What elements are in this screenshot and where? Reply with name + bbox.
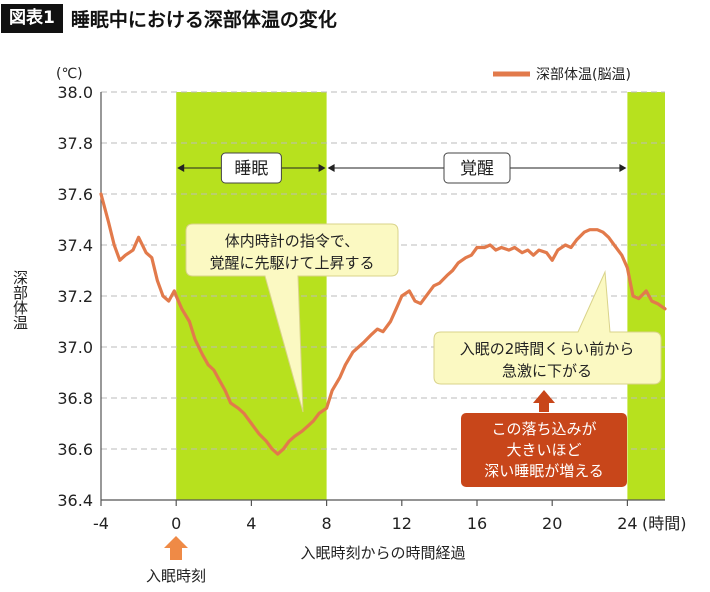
x-unit-label: (時間) [642, 514, 687, 533]
depth-note: この落ち込みが 大きいほど 深い睡眠が増える [461, 390, 627, 487]
y-tick-37.0: 37.0 [57, 338, 93, 357]
span-arrow-left-0 [177, 164, 185, 172]
y-tick-36.8: 36.8 [57, 389, 93, 408]
plot-layer [99, 192, 667, 456]
callout-drop: 入眠の2時間くらい前から 急激に下がる [433, 270, 662, 385]
callout-rise-bubble [185, 223, 399, 413]
callout-drop-bubble [433, 270, 662, 385]
y-tick-36.6: 36.6 [57, 440, 93, 459]
legend: 深部体温(脳温) [493, 67, 631, 83]
onset-label: 入眠時刻 [146, 567, 206, 585]
x-tick-12: 12 [392, 514, 412, 533]
y-tick-38.0: 38.0 [57, 83, 93, 102]
y-axis-title: 深部体温 [11, 270, 29, 330]
x-tick-20: 20 [542, 514, 562, 533]
note-up-arrow [533, 390, 555, 412]
span-label-0: 睡眠 [234, 159, 268, 179]
callout-drop-line1: 入眠の2時間くらい前から [460, 340, 635, 358]
x-tick-24: 24 [617, 514, 637, 533]
note-line3: 深い睡眠が増える [484, 462, 604, 480]
callout-rise: 体内時計の指令で、 覚醒に先駆けて上昇する [185, 223, 399, 413]
span-arrow-left-1 [327, 164, 335, 172]
axes-layer: 36.4 36.6 36.8 37.0 37.2 37.4 37.6 37.8 38.0 -4 0 4… [57, 83, 665, 533]
callout-rise-line2: 覚醒に先駆けて上昇する [209, 254, 374, 272]
span-arrow-right-1 [619, 164, 627, 172]
note-box [461, 413, 627, 487]
x-tick--4: -4 [93, 514, 109, 533]
callout-rise-line1: 体内時計の指令で、 [225, 232, 359, 250]
y-tick-37.2: 37.2 [57, 287, 93, 306]
legend-label: 深部体温(脳温) [536, 67, 631, 83]
onset-marker: 入眠時刻 [146, 536, 206, 585]
figure-header: 図表1 睡眠中における深部体温の変化 [0, 0, 337, 36]
y-tick-37.8: 37.8 [57, 134, 93, 153]
figure-title: 睡眠中における深部体温の変化 [70, 8, 337, 31]
span-label-1: 覚醒 [460, 159, 494, 179]
x-axis-title: 入眠時刻からの時間経過 [300, 544, 465, 562]
y-tick-37.6: 37.6 [57, 185, 93, 204]
span-arrow-right-0 [318, 164, 326, 172]
figure-label: 図表1 [1, 3, 63, 33]
span-layer: 睡眠 覚醒 [177, 152, 627, 184]
series-line [99, 192, 667, 456]
y-tick-37.4: 37.4 [57, 236, 93, 255]
y-unit-label: (℃) [56, 66, 83, 82]
note-line2: 大きいほど [506, 441, 581, 459]
callout-drop-line2: 急激に下がる [502, 362, 592, 380]
x-tick-4: 4 [246, 514, 256, 533]
y-tick-36.4: 36.4 [57, 491, 93, 510]
x-tick-16: 16 [467, 514, 487, 533]
span-label-box-0 [220, 152, 282, 184]
x-tick-0: 0 [171, 514, 181, 533]
note-line1: この落ち込みが [491, 420, 596, 438]
onset-up-arrow [164, 536, 188, 560]
x-tick-8: 8 [322, 514, 332, 533]
span-label-box-1 [443, 152, 511, 184]
